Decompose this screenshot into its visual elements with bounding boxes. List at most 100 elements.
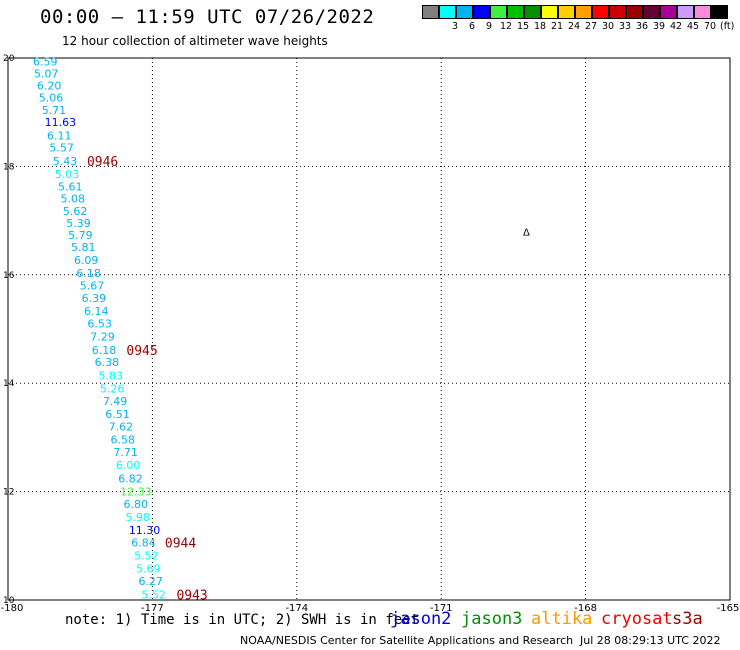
time-label: 0946 <box>87 155 118 170</box>
swh-value: 6.59 <box>33 55 58 68</box>
scale-swatch <box>541 5 558 19</box>
swh-value: 6.18 <box>76 267 101 280</box>
position-marker: Δ <box>523 227 530 238</box>
scale-swatch <box>643 5 660 19</box>
swh-value: 7.29 <box>90 331 115 344</box>
swh-value: 6.51 <box>105 408 130 421</box>
swh-value: 12.33 <box>120 486 152 499</box>
credit-text: NOAA/NESDIS Center for Satellite Applica… <box>240 634 574 647</box>
scale-label: 12 <box>499 21 513 32</box>
scale-swatch <box>456 5 473 19</box>
swh-value: 6.58 <box>111 434 136 447</box>
swh-value: 5.83 <box>98 370 123 383</box>
scale-swatch <box>490 5 507 19</box>
swh-value: 7.71 <box>113 446 138 459</box>
y-tick-label: 18 <box>3 162 15 172</box>
scale-label: 45 <box>686 21 700 32</box>
swh-value: 11.30 <box>129 524 161 537</box>
scale-label: 9 <box>485 21 493 32</box>
swh-value: 5.26 <box>100 383 125 396</box>
y-tick-label: 12 <box>3 488 14 498</box>
x-tick-label: -168 <box>574 603 597 614</box>
scale-unit: (ft) <box>720 21 735 32</box>
chart-subtitle: 12 hour collection of altimeter wave hei… <box>62 34 328 48</box>
swh-value: 6.00 <box>116 459 141 472</box>
y-tick-label: 20 <box>3 54 15 64</box>
scale-label: 21 <box>550 21 564 32</box>
generated-timestamp: Jul 28 08:29:13 UTC 2022 <box>580 634 721 647</box>
legend-item-s3a: s3a <box>672 609 703 629</box>
swh-value: 5.79 <box>68 229 93 242</box>
y-tick-label: 14 <box>3 379 15 389</box>
swh-value: 7.62 <box>109 421 134 434</box>
time-label: 0944 <box>165 537 196 552</box>
x-tick-label: -165 <box>717 603 740 614</box>
scale-swatch <box>473 5 490 19</box>
swh-value: 7.49 <box>103 395 128 408</box>
legend-item-altika: altika <box>531 609 593 629</box>
chart-title: 00:00 – 11:59 UTC 07/26/2022 <box>40 6 375 28</box>
legend-item-jason3: jason3 <box>461 609 523 629</box>
swh-value: 6.82 <box>118 473 143 486</box>
swh-value: 5.08 <box>60 192 85 205</box>
swh-value: 6.11 <box>47 130 72 143</box>
swh-value: 6.14 <box>84 305 109 318</box>
swh-value: 5.06 <box>39 92 64 105</box>
scale-swatch <box>592 5 609 19</box>
scale-swatch <box>660 5 677 19</box>
swh-value: 5.43 <box>53 155 78 168</box>
x-tick-label: -177 <box>141 603 164 614</box>
time-label: 0945 <box>126 344 157 359</box>
swh-value: 6.53 <box>87 318 112 331</box>
scale-swatch <box>507 5 524 19</box>
scale-swatch <box>422 5 439 19</box>
scale-label: 24 <box>567 21 581 32</box>
scale-label: 18 <box>533 21 547 32</box>
legend-item-cryosat: cryosat <box>601 609 673 629</box>
legend-item-jason2: jason2 <box>390 609 452 629</box>
scale-swatch <box>626 5 643 19</box>
x-tick-label: -180 <box>1 603 24 614</box>
x-tick-label: -174 <box>285 603 308 614</box>
scale-swatch <box>524 5 541 19</box>
scale-label: 33 <box>618 21 632 32</box>
scale-label: 70 <box>703 21 717 32</box>
y-tick-label: 10 <box>3 596 15 606</box>
swh-value: 5.52 <box>134 550 159 563</box>
scale-label: 30 <box>601 21 615 32</box>
swh-value: 5.03 <box>55 168 79 181</box>
scale-label: 27 <box>584 21 598 32</box>
swh-value: 6.27 <box>138 575 163 588</box>
scale-label: 6 <box>468 21 476 32</box>
swh-value: 6.39 <box>82 292 107 305</box>
swh-value: 6.09 <box>74 254 99 267</box>
scale-swatch <box>558 5 575 19</box>
swh-value: 6.38 <box>95 356 120 369</box>
swh-value: 6.18 <box>92 344 117 357</box>
scale-swatch <box>609 5 626 19</box>
swh-value: 5.67 <box>80 280 105 293</box>
swh-value: 5.61 <box>58 180 83 193</box>
swh-value: 11.63 <box>45 116 76 129</box>
swh-value: 5.52 <box>141 589 166 602</box>
scale-swatch <box>711 5 728 19</box>
scale-label: 42 <box>669 21 683 32</box>
swh-value: 5.98 <box>125 511 150 524</box>
scale-label: 39 <box>652 21 666 32</box>
swh-value: 6.80 <box>124 498 148 511</box>
y-tick-label: 16 <box>3 271 15 281</box>
scale-label: 15 <box>516 21 530 32</box>
scale-swatch <box>677 5 694 19</box>
scale-swatch <box>694 5 711 19</box>
scale-label: 3 <box>451 21 459 32</box>
color-scale: 3 6 9 12 15 18 21 24 27 30 33 36 39 42 45 70 (ft) <box>422 5 734 35</box>
scale-swatch <box>439 5 456 19</box>
swh-value: 5.07 <box>34 68 59 81</box>
swh-value: 5.39 <box>66 217 91 230</box>
x-tick-label: -171 <box>430 603 453 614</box>
swh-value: 5.62 <box>63 205 88 218</box>
swh-value: 5.81 <box>71 241 96 254</box>
swh-value: 5.71 <box>42 104 66 117</box>
scale-swatch <box>575 5 592 19</box>
